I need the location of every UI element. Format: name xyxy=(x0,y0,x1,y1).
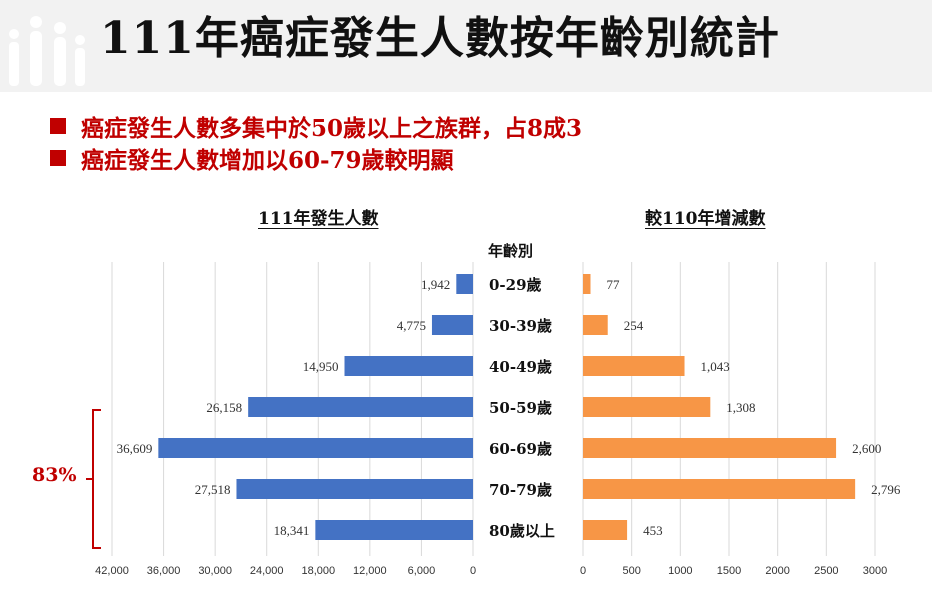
right-value-label: 2,796 xyxy=(871,482,901,497)
category-axis-title: 年齡別 xyxy=(488,242,534,260)
right-tick-label: 2500 xyxy=(814,565,838,577)
left-value-label: 1,942 xyxy=(421,277,450,292)
left-tick-label: 30,000 xyxy=(198,565,232,577)
right-tick-label: 1000 xyxy=(668,565,692,577)
left-value-label: 26,158 xyxy=(206,400,242,415)
bullet-item: 癌症發生人數增加以60-79歲較明顯 xyxy=(50,142,582,174)
right-tick-label: 2000 xyxy=(765,565,789,577)
right-bar xyxy=(583,479,856,499)
left-value-label: 18,341 xyxy=(274,523,310,538)
right-tick-label: 0 xyxy=(580,565,586,577)
left-tick-label: 12,000 xyxy=(353,565,387,577)
right-chart-title: 較110年增減數 xyxy=(645,209,766,229)
right-value-label: 254 xyxy=(624,318,644,333)
category-label: 70-79歲 xyxy=(489,481,552,499)
bullet-text: 癌症發生人數增加以60-79歲較明顯 xyxy=(81,147,454,174)
left-chart-title: 111年發生人數 xyxy=(258,209,379,229)
bullet-list: 癌症發生人數多集中於50歲以上之族群，占8成3 癌症發生人數增加以60-79歲較… xyxy=(50,110,582,174)
right-tick-label: 1500 xyxy=(717,565,741,577)
left-bar xyxy=(431,315,473,335)
bracket xyxy=(86,409,101,549)
right-bar xyxy=(583,356,685,376)
category-label: 30-39歲 xyxy=(489,317,552,335)
left-tick-label: 18,000 xyxy=(301,565,335,577)
left-bar xyxy=(344,356,473,376)
square-bullet-icon xyxy=(50,150,66,166)
left-bar xyxy=(236,479,473,499)
left-tick-label: 36,000 xyxy=(147,565,181,577)
left-tick-label: 42,000 xyxy=(95,565,129,577)
page-title: 111年癌症發生人數按年齡別統計 xyxy=(100,13,780,64)
right-bar xyxy=(583,520,628,540)
left-tick-label: 24,000 xyxy=(250,565,284,577)
square-bullet-icon xyxy=(50,118,66,134)
left-value-label: 36,609 xyxy=(117,441,153,456)
right-value-label: 1,308 xyxy=(726,400,755,415)
right-tick-label: 3000 xyxy=(863,565,887,577)
left-bar xyxy=(248,397,473,417)
bracket-percent-label: 83% xyxy=(32,464,77,486)
left-tick-label: 6,000 xyxy=(408,565,436,577)
right-bar xyxy=(583,274,591,294)
header-band xyxy=(0,0,932,92)
category-label: 50-59歲 xyxy=(489,399,552,417)
bullet-item: 癌症發生人數多集中於50歲以上之族群，占8成3 xyxy=(50,110,582,142)
left-bar xyxy=(456,274,473,294)
left-bar xyxy=(315,520,473,540)
right-bar xyxy=(583,397,711,417)
right-bar xyxy=(583,438,837,458)
left-value-label: 27,518 xyxy=(195,482,231,497)
category-label: 0-29歲 xyxy=(489,276,542,294)
right-value-label: 2,600 xyxy=(852,441,881,456)
category-label: 80歲以上 xyxy=(489,522,555,540)
left-value-label: 4,775 xyxy=(397,318,426,333)
left-value-label: 14,950 xyxy=(303,359,339,374)
right-value-label: 77 xyxy=(606,277,620,292)
bullet-text: 癌症發生人數多集中於50歲以上之族群，占8成3 xyxy=(81,115,583,142)
right-bar xyxy=(583,315,608,335)
people-logo-icon xyxy=(9,16,85,86)
right-tick-label: 500 xyxy=(622,565,640,577)
left-bar xyxy=(158,438,474,458)
right-value-label: 1,043 xyxy=(701,359,730,374)
category-label: 60-69歲 xyxy=(489,440,552,458)
category-label: 40-49歲 xyxy=(489,358,552,376)
right-value-label: 453 xyxy=(643,523,663,538)
left-tick-label: 0 xyxy=(470,565,476,577)
